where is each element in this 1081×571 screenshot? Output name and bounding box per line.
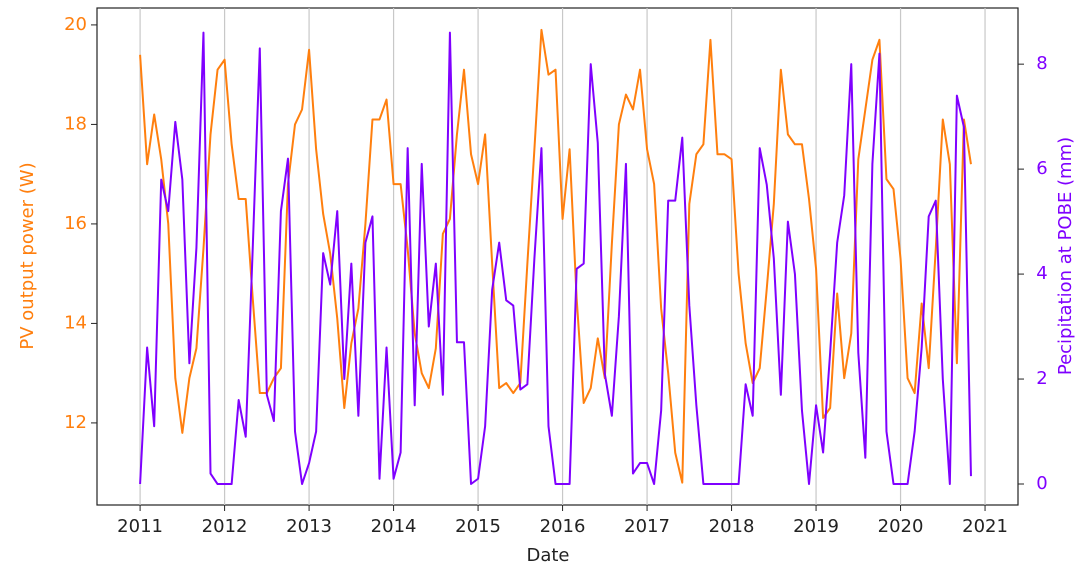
x-tick-label: 2018 xyxy=(709,516,755,537)
x-tick-label: 2012 xyxy=(202,516,248,537)
y-tick-label: 18 xyxy=(64,113,87,134)
y-tick-label: 16 xyxy=(64,213,87,234)
y2-axis-label: Pecipitation at POBE (mm) xyxy=(1055,137,1076,375)
y2-tick-label: 2 xyxy=(1036,368,1047,389)
x-tick-label: 2014 xyxy=(371,516,417,537)
x-tick-label: 2020 xyxy=(878,516,924,537)
y-axis-label: PV output power (W) xyxy=(17,162,38,349)
y2-tick-label: 0 xyxy=(1036,473,1047,494)
x-tick-label: 2017 xyxy=(624,516,670,537)
x-tick-label: 2019 xyxy=(793,516,839,537)
y2-tick-label: 6 xyxy=(1036,158,1047,179)
series-line xyxy=(139,31,972,486)
x-tick-label: 2013 xyxy=(286,516,332,537)
y2-tick-label: 4 xyxy=(1036,263,1047,284)
x-tick-label: 2011 xyxy=(117,516,163,537)
y-tick-label: 14 xyxy=(64,312,87,333)
y-tick-label: 12 xyxy=(64,412,87,433)
plot-frame xyxy=(96,7,1019,506)
x-tick-label: 2021 xyxy=(962,516,1008,537)
x-tick-label: 2016 xyxy=(540,516,586,537)
x-tick-label: 2015 xyxy=(455,516,501,537)
y2-tick-label: 8 xyxy=(1036,53,1047,74)
series-line xyxy=(139,28,972,484)
y-tick-label: 20 xyxy=(64,14,87,35)
x-axis-label: Date xyxy=(526,545,569,566)
